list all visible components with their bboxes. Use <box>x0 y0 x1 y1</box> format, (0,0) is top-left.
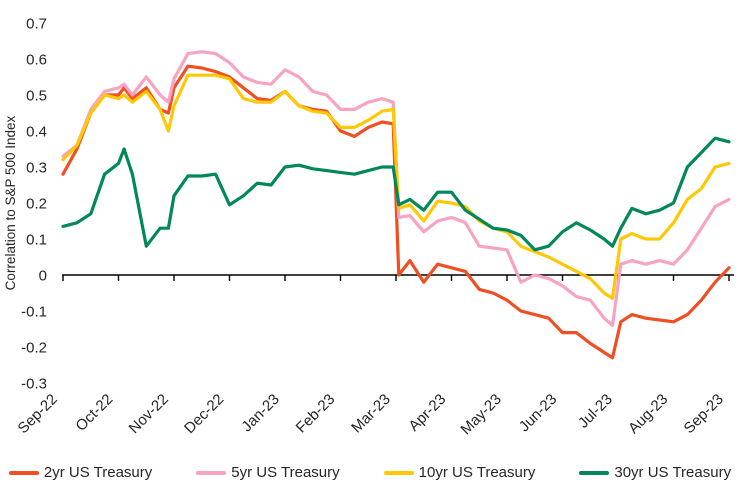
x-tick-label: Sep-23 <box>681 391 727 437</box>
y-tick-label: 0.7 <box>26 16 47 33</box>
y-tick-label: -0.1 <box>21 304 47 321</box>
y-tick-label: 0.6 <box>26 52 47 69</box>
x-tick-label: May-23 <box>457 391 504 438</box>
x-tick-label: Jun-23 <box>516 391 560 435</box>
x-tick-label: Aug-23 <box>625 391 671 437</box>
legend-swatch-30yr-icon <box>579 470 610 475</box>
series-line-10yr <box>61 73 731 300</box>
chart-legend: 2yr US Treasury 5yr US Treasury 10yr US … <box>0 464 740 481</box>
x-tick-label: Sep-22 <box>15 391 61 437</box>
x-tick-label: Nov-22 <box>126 391 172 437</box>
y-tick-label: -0.2 <box>21 340 47 357</box>
y-tick-label: -0.3 <box>21 376 47 393</box>
x-tick-label: Apr-23 <box>405 391 449 435</box>
legend-label-2yr: 2yr US Treasury <box>43 464 153 481</box>
x-tick-label: Jul-23 <box>575 391 616 432</box>
legend-item-2yr: 2yr US Treasury <box>8 464 153 481</box>
series-line-30yr <box>61 136 731 252</box>
x-tick-label: Dec-22 <box>181 391 227 437</box>
y-tick-label: 0 <box>39 268 47 285</box>
legend-item-10yr: 10yr US Treasury <box>383 464 536 481</box>
legend-item-30yr: 30yr US Treasury <box>579 464 731 481</box>
legend-label-30yr: 30yr US Treasury <box>614 464 732 481</box>
legend-label-5yr: 5yr US Treasury <box>231 464 340 481</box>
y-tick-label: 0.3 <box>26 160 47 177</box>
legend-item-5yr: 5yr US Treasury <box>196 464 340 481</box>
legend-label-10yr: 10yr US Treasury <box>418 464 536 481</box>
x-tick-label: Jan-23 <box>238 391 282 435</box>
y-tick-label: 0.5 <box>26 88 47 105</box>
legend-swatch-5yr-icon <box>196 470 227 475</box>
y-axis-title: Correlation to S&P 500 Index <box>3 115 18 290</box>
series-line-5yr <box>61 50 731 327</box>
y-tick-label: 0.2 <box>26 196 47 213</box>
x-tick-label: Oct-22 <box>72 391 116 435</box>
legend-swatch-2yr-icon <box>8 470 39 475</box>
y-tick-label: 0.1 <box>26 232 47 249</box>
legend-swatch-10yr-icon <box>383 470 414 475</box>
y-tick-label: 0.4 <box>26 124 47 141</box>
x-tick-label: Feb-23 <box>293 391 339 437</box>
x-tick-label: Mar-23 <box>348 391 394 437</box>
